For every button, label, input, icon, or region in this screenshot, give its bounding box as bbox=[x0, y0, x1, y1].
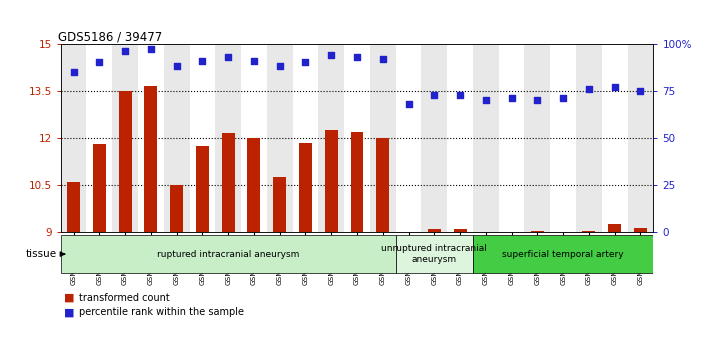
FancyBboxPatch shape bbox=[61, 235, 396, 273]
Point bbox=[248, 58, 260, 64]
Bar bbox=[325, 130, 338, 232]
Bar bbox=[531, 231, 544, 232]
Bar bbox=[447, 44, 473, 232]
Bar bbox=[86, 44, 112, 232]
Point bbox=[196, 58, 208, 64]
Point bbox=[351, 54, 363, 60]
Text: transformed count: transformed count bbox=[79, 293, 169, 303]
Point bbox=[532, 97, 543, 103]
Point bbox=[609, 84, 620, 90]
Point bbox=[300, 60, 311, 65]
Bar bbox=[428, 229, 441, 232]
Bar bbox=[216, 44, 241, 232]
Bar bbox=[273, 177, 286, 232]
Bar bbox=[550, 44, 576, 232]
Text: GDS5186 / 39477: GDS5186 / 39477 bbox=[58, 30, 162, 44]
Bar bbox=[453, 229, 466, 232]
Bar bbox=[344, 44, 370, 232]
Bar bbox=[608, 224, 621, 232]
Bar bbox=[525, 44, 550, 232]
Bar bbox=[138, 44, 164, 232]
Bar bbox=[61, 44, 86, 232]
Point bbox=[583, 86, 595, 92]
Bar bbox=[396, 44, 421, 232]
Point bbox=[635, 88, 646, 94]
Bar bbox=[583, 231, 595, 232]
Bar bbox=[241, 44, 267, 232]
Bar bbox=[473, 44, 498, 232]
Text: ruptured intracranial aneurysm: ruptured intracranial aneurysm bbox=[157, 250, 299, 258]
Bar bbox=[267, 44, 293, 232]
Point bbox=[145, 46, 156, 52]
Point bbox=[94, 60, 105, 65]
Bar bbox=[196, 146, 208, 232]
Bar bbox=[602, 44, 628, 232]
Bar bbox=[119, 91, 131, 232]
Point bbox=[403, 101, 414, 107]
Point bbox=[506, 95, 518, 101]
Point bbox=[326, 52, 337, 58]
Bar bbox=[170, 185, 183, 232]
Point bbox=[223, 54, 234, 60]
Bar bbox=[164, 44, 189, 232]
Bar bbox=[351, 132, 363, 232]
Bar bbox=[112, 44, 138, 232]
Text: percentile rank within the sample: percentile rank within the sample bbox=[79, 307, 243, 317]
Point bbox=[68, 69, 79, 75]
Bar bbox=[628, 44, 653, 232]
Bar bbox=[67, 182, 80, 232]
Point bbox=[558, 95, 569, 101]
Text: ■: ■ bbox=[64, 307, 75, 317]
Point bbox=[480, 97, 491, 103]
Bar bbox=[634, 228, 647, 232]
Bar bbox=[293, 44, 318, 232]
Text: tissue: tissue bbox=[26, 249, 57, 259]
Bar bbox=[576, 44, 602, 232]
Bar bbox=[370, 44, 396, 232]
Bar bbox=[248, 138, 261, 232]
Bar bbox=[376, 138, 389, 232]
FancyBboxPatch shape bbox=[473, 235, 653, 273]
Bar bbox=[144, 86, 157, 232]
Point bbox=[119, 48, 131, 54]
Point bbox=[274, 63, 286, 69]
Text: unruptured intracranial
aneurysm: unruptured intracranial aneurysm bbox=[381, 244, 487, 264]
Bar bbox=[299, 143, 312, 232]
Bar bbox=[222, 133, 235, 232]
Point bbox=[377, 56, 388, 62]
Bar bbox=[189, 44, 216, 232]
FancyBboxPatch shape bbox=[396, 235, 473, 273]
Point bbox=[428, 91, 440, 97]
Bar bbox=[93, 144, 106, 232]
Bar bbox=[318, 44, 344, 232]
Bar bbox=[421, 44, 447, 232]
Text: ■: ■ bbox=[64, 293, 75, 303]
Point bbox=[171, 63, 182, 69]
Point bbox=[454, 91, 466, 97]
Text: superficial temporal artery: superficial temporal artery bbox=[503, 250, 624, 258]
Bar bbox=[498, 44, 525, 232]
